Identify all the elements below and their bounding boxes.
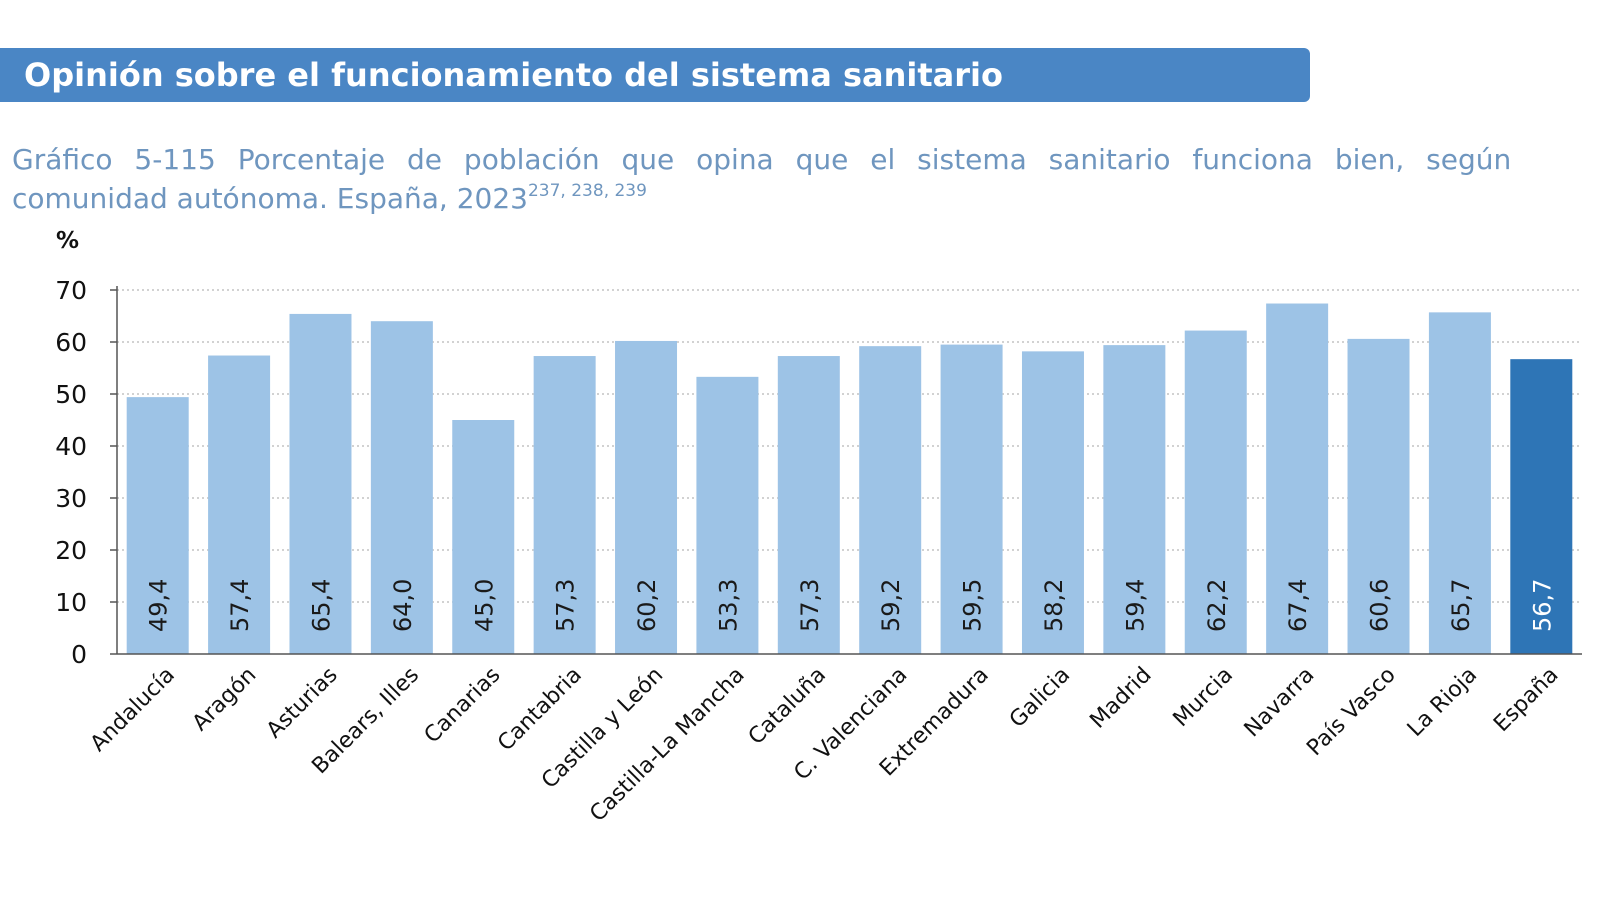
x-tick-label: Aragón [188,663,262,737]
value-label: 57,4 [226,579,254,632]
x-tick-label: Castilla-La Mancha [585,663,749,827]
value-label: 56,7 [1528,579,1556,632]
value-label: 59,2 [877,579,905,632]
page-title: Opinión sobre el funcionamiento del sist… [24,56,1003,94]
value-label: 59,4 [1121,579,1149,632]
value-label: 49,4 [145,579,173,632]
x-tick-label: Cataluña [744,663,831,750]
y-tick-label: 30 [55,484,87,513]
caption-footnote-refs: 237, 238, 239 [527,181,647,201]
bar [696,376,759,654]
value-label: 60,6 [1366,579,1394,632]
gridlines [117,289,1582,603]
value-label: 64,0 [389,579,417,632]
value-labels: 49,4 57,4 65,4 64,0 45,0 57,3 60,2 53,3 57,3 59,2… [145,579,1557,632]
y-tick-label: 0 [71,640,87,669]
value-label: 53,3 [714,579,742,632]
x-tick-label: España [1489,663,1563,737]
y-tick-label: 10 [55,588,87,617]
value-label: 57,3 [552,579,580,632]
axes [110,286,1582,655]
y-tick-label: 20 [55,536,87,565]
value-label: 65,4 [307,579,335,632]
chart-caption: Gráfico 5-115 Porcentaje de población qu… [12,140,1600,220]
bar [533,356,596,654]
bar [1347,338,1410,654]
header-banner: Opinión sobre el funcionamiento del sist… [0,48,1310,102]
bar [1103,345,1166,654]
bar [208,355,271,654]
bar [370,321,433,654]
bar [777,356,840,654]
value-label: 60,2 [633,579,661,632]
x-tick-label: La Rioja [1403,663,1482,742]
bar [615,340,678,654]
x-tick-label: Andalucía [86,663,180,757]
bar [1428,312,1491,654]
x-tick-label: Madrid [1085,663,1156,734]
bar [1184,330,1247,654]
caption-line-2: comunidad autónoma. España, 2023237, 238… [12,179,1600,218]
x-tick-label: Asturias [262,663,343,744]
x-tick-label: Galicia [1005,663,1075,733]
value-label: 58,2 [1040,579,1068,632]
value-label: 57,3 [796,579,824,632]
x-tick-label: Murcia [1169,663,1238,732]
y-tick-label: 70 [55,276,87,305]
y-tick-label: 60 [55,328,87,357]
bar [940,344,1003,654]
value-label: 45,0 [470,579,498,632]
bar [1266,303,1329,654]
y-axis-unit-label: % [56,228,80,254]
bar [289,313,352,654]
x-tick-label: País Vasco [1302,663,1400,761]
bar [126,397,189,654]
x-tick-label: Navarra [1240,663,1320,743]
bars [126,303,1573,654]
bar [1510,359,1573,654]
value-label: 62,2 [1203,579,1231,632]
value-label: 67,4 [1284,579,1312,632]
x-tick-label: Canarias [420,663,506,749]
bar [452,420,515,654]
y-tick-labels: 0 10 20 30 40 50 60 70 [55,276,87,669]
bar [859,346,922,654]
y-tick-label: 50 [55,380,87,409]
bar [1021,351,1084,654]
value-label: 65,7 [1447,579,1475,632]
y-tick-label: 40 [55,432,87,461]
caption-line-2-text: comunidad autónoma. España, 2023 [12,182,528,215]
caption-line-1: Gráfico 5-115 Porcentaje de población qu… [12,143,1512,176]
value-label: 59,5 [959,579,987,632]
